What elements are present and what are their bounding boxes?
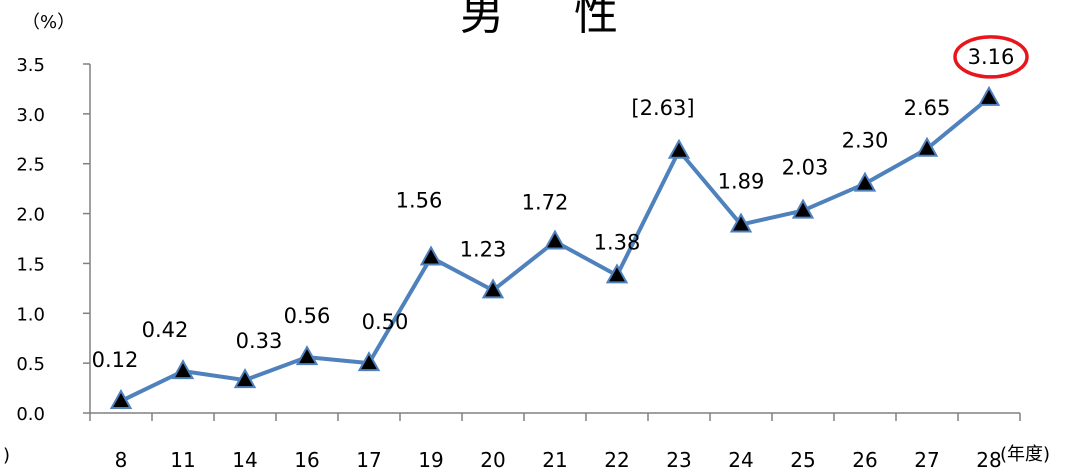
x-tick-label: 27	[914, 448, 939, 472]
data-point-marker	[233, 368, 257, 389]
x-tick-label: 24	[728, 448, 753, 472]
data-label: 0.33	[236, 329, 283, 353]
data-point-marker	[171, 359, 195, 380]
x-tick-label: 28	[976, 448, 1001, 472]
x-tick-label: 8	[115, 448, 128, 472]
x-tick-label: 11	[170, 448, 195, 472]
data-label: 1.38	[594, 230, 641, 254]
data-label: 2.30	[842, 129, 889, 153]
data-label: 3.16	[968, 45, 1015, 69]
data-label: 2.65	[904, 96, 951, 120]
data-label: 0.12	[92, 348, 139, 372]
data-point-marker	[419, 245, 443, 266]
y-tick-label: 3.5	[16, 55, 45, 76]
y-tick-label: 1.5	[16, 254, 45, 275]
data-label: [2.63]	[631, 96, 694, 120]
data-point-marker	[729, 212, 753, 233]
x-tick-label: 19	[418, 448, 443, 472]
y-tick-label: 3.0	[16, 105, 45, 126]
chart-title: 男 性	[460, 0, 646, 40]
data-label: 0.50	[362, 310, 409, 334]
x-tick-label: 16	[294, 448, 319, 472]
data-label: 0.56	[284, 304, 331, 328]
x-tick-label: 25	[790, 448, 815, 472]
data-label: 1.72	[522, 190, 569, 214]
data-point-marker	[357, 351, 381, 372]
x-tick-label: 14	[232, 448, 257, 472]
data-point-marker	[791, 198, 815, 219]
x-tick-label: 23	[666, 448, 691, 472]
x-tick-label: 17	[356, 448, 381, 472]
data-label: 1.89	[718, 170, 765, 194]
data-point-marker	[667, 138, 691, 159]
data-point-marker	[915, 136, 939, 157]
y-tick-label: 2.5	[16, 155, 45, 176]
highlight-circle	[953, 35, 1029, 79]
x-tick-label: 21	[542, 448, 567, 472]
data-label: 0.42	[142, 318, 189, 342]
data-point-marker	[543, 229, 567, 250]
data-point-marker	[295, 345, 319, 366]
data-point-marker	[481, 278, 505, 299]
x-tick-label: 26	[852, 448, 877, 472]
data-label: 1.56	[396, 188, 443, 212]
data-label: 2.03	[782, 156, 829, 180]
stray-paren: )	[3, 445, 11, 466]
data-label: 1.23	[460, 237, 507, 261]
x-tick-label: 20	[480, 448, 505, 472]
y-tick-label: 2.0	[16, 205, 45, 226]
data-point-marker	[109, 388, 133, 410]
x-axis-unit: (年度)	[1000, 444, 1051, 465]
data-point-marker	[853, 171, 877, 192]
y-tick-label: 0.5	[16, 354, 45, 375]
y-axis-unit: （%）	[22, 12, 76, 33]
y-tick-label: 0.0	[16, 404, 45, 425]
x-tick-label: 22	[604, 448, 629, 472]
data-point-marker	[977, 85, 1001, 106]
y-tick-label: 1.0	[16, 304, 45, 325]
data-point-marker	[605, 263, 629, 284]
